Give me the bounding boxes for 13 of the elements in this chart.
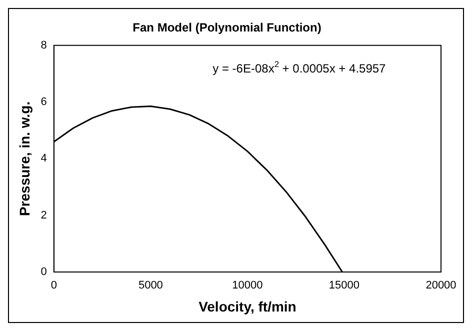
y-tick-label: 4 xyxy=(40,152,47,165)
x-axis-title: Velocity, ft/min xyxy=(198,298,296,314)
chart-title: Fan Model (Polynomial Function) xyxy=(132,20,322,35)
y-axis-title: Pressure, in. w.g. xyxy=(16,101,32,216)
x-tick-label: 10000 xyxy=(232,280,263,292)
x-tick-label: 15000 xyxy=(328,280,360,292)
x-tick-label: 0 xyxy=(50,280,57,292)
y-tick-label: 8 xyxy=(40,39,47,52)
x-tick-label: 20000 xyxy=(426,280,456,292)
y-tick-label: 2 xyxy=(40,209,47,222)
y-tick-label: 0 xyxy=(40,266,47,278)
y-tick-label: 6 xyxy=(40,96,47,108)
x-tick-label: 5000 xyxy=(138,280,163,292)
